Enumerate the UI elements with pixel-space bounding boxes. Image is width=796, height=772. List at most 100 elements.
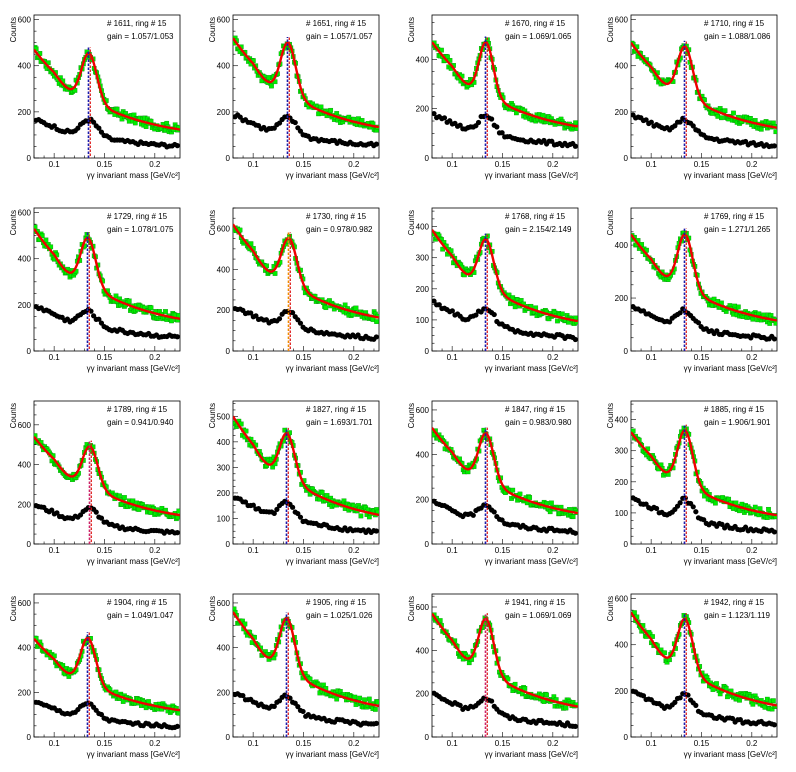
lower-data-point — [290, 504, 296, 510]
histogram-panel: 0.1 0.15 0.2 0 200 400 600 γγ invariant mass [G… — [0, 193, 199, 386]
y-tick-label: 0 — [425, 154, 430, 163]
histogram-panel: 0.1 0.15 0.2 0 200 400 600 γγ invariant mass [G… — [199, 193, 398, 386]
lower-data-point — [677, 310, 683, 316]
y-tick-label: 600 — [18, 421, 32, 430]
histogram-panel: 0.1 0.15 0.2 0 200 400 600 γγ invariant mass [G… — [398, 579, 597, 772]
y-tick-label: 200 — [615, 294, 629, 303]
y-tick-label: 600 — [416, 603, 430, 612]
y-tick-label: 400 — [416, 646, 430, 655]
x-axis-label: γγ invariant mass [GeV/c²] — [684, 750, 777, 759]
gain-label: gain = 1.057/1.053 — [107, 32, 174, 41]
y-tick-label: 400 — [615, 241, 629, 250]
x-tick-label: 0.1 — [646, 739, 658, 748]
y-tick-label: 400 — [615, 641, 629, 650]
lower-data-point — [174, 334, 180, 340]
x-tick-label: 0.2 — [149, 546, 161, 555]
upper-data-point — [148, 305, 154, 311]
fit-curve — [432, 612, 578, 708]
upper-data-point — [176, 508, 180, 514]
panel-title: # 1904, ring # 15 — [107, 598, 168, 607]
fit-curve — [432, 427, 578, 515]
y-tick-label: 100 — [416, 316, 430, 325]
upper-data-point — [527, 495, 533, 500]
x-tick-label: 0.2 — [547, 546, 559, 555]
histogram-panel: 0.1 0.15 0.2 0 200 400 600 γγ invariant mass [G… — [597, 0, 796, 193]
lower-data-point — [373, 334, 379, 340]
panel-title: # 1651, ring # 15 — [306, 19, 367, 28]
lower-data-point — [690, 504, 696, 510]
x-axis-label: γγ invariant mass [GeV/c²] — [286, 171, 379, 180]
lower-data-point — [771, 336, 777, 342]
upper-data-point — [563, 705, 569, 711]
panel-title: # 1611, ring # 15 — [107, 19, 167, 28]
upper-data-point — [131, 112, 137, 118]
x-tick-label: 0.1 — [447, 546, 459, 555]
lower-data-point — [373, 528, 379, 534]
y-tick-label: 400 — [18, 644, 32, 653]
lower-data-point — [432, 298, 437, 304]
x-tick-label: 0.1 — [646, 160, 658, 169]
y-axis-label: Counts — [208, 403, 217, 428]
gain-label: gain = 1.123/1.119 — [704, 611, 770, 620]
y-axis-label: Counts — [606, 210, 615, 235]
x-tick-label: 0.15 — [97, 353, 113, 362]
upper-data-point — [719, 115, 724, 121]
plot-frame — [431, 14, 579, 159]
y-tick-label: 200 — [615, 478, 629, 487]
upper-data-point — [540, 112, 546, 118]
panel-title: # 1729, ring # 15 — [107, 212, 168, 221]
upper-data-point — [353, 305, 359, 311]
x-axis-label: γγ invariant mass [GeV/c²] — [684, 171, 777, 180]
fit-curve — [34, 228, 180, 320]
x-axis-label: γγ invariant mass [GeV/c²] — [87, 364, 180, 373]
x-tick-label: 0.2 — [746, 546, 758, 555]
upper-data-point — [269, 83, 274, 89]
y-tick-label: 200 — [416, 690, 430, 699]
fit-curve — [34, 48, 180, 131]
upper-data-point — [120, 699, 126, 704]
panel-title: # 1905, ring # 15 — [306, 598, 367, 607]
y-tick-label: 0 — [226, 154, 231, 163]
panel-title: # 1847, ring # 15 — [505, 405, 566, 414]
upper-data-point — [334, 696, 340, 702]
y-axis-label: Counts — [407, 403, 416, 428]
histogram-svg: 0.1 0.15 0.2 0 200 400 600 γγ invariant mass [G… — [208, 593, 380, 759]
upper-data-point — [359, 118, 365, 123]
plot-frame — [431, 207, 579, 352]
fit-curve — [631, 429, 777, 517]
panel-title: # 1670, ring # 15 — [505, 19, 566, 28]
y-tick-label: 200 — [18, 108, 32, 117]
panel-title: # 1769, ring # 15 — [704, 212, 765, 221]
lower-data-point — [91, 313, 97, 319]
upper-data-point — [143, 124, 149, 129]
upper-data-point — [512, 304, 518, 310]
upper-data-point — [375, 699, 379, 705]
x-tick-label: 0.2 — [348, 739, 360, 748]
lower-data-point — [91, 119, 97, 125]
histogram-panel: 0.1 0.15 0.2 0 200 400 600 γγ invariant mass [G… — [398, 386, 597, 579]
gain-label: gain = 0.978/0.982 — [306, 225, 373, 234]
x-tick-label: 0.2 — [348, 353, 360, 362]
lower-data-point — [300, 708, 306, 715]
y-tick-label: 300 — [416, 254, 430, 263]
panel-title: # 1827, ring # 15 — [306, 405, 367, 414]
lower-data-point — [373, 720, 379, 726]
y-axis-label: Counts — [606, 17, 615, 42]
upper-data-point — [114, 106, 120, 112]
x-axis-label: γγ invariant mass [GeV/c²] — [286, 364, 379, 373]
x-tick-label: 0.15 — [694, 546, 710, 555]
x-tick-label: 0.1 — [49, 546, 61, 555]
y-tick-label: 400 — [217, 265, 231, 274]
lower-data-point — [499, 130, 505, 136]
x-tick-label: 0.2 — [746, 353, 758, 362]
x-tick-label: 0.1 — [646, 546, 658, 555]
upper-data-point — [169, 318, 174, 324]
gain-label: gain = 1.088/1.086 — [704, 32, 771, 41]
x-tick-label: 0.15 — [296, 546, 312, 555]
x-tick-label: 0.1 — [49, 160, 61, 169]
lower-data-point — [771, 143, 777, 149]
x-axis-label: γγ invariant mass [GeV/c²] — [286, 557, 379, 566]
panel-title: # 1710, ring # 15 — [704, 19, 765, 28]
histogram-svg: 0.1 0.15 0.2 0 200 400 600 γγ invariant mass [G… — [9, 593, 181, 759]
y-tick-label: 0 — [425, 733, 430, 742]
